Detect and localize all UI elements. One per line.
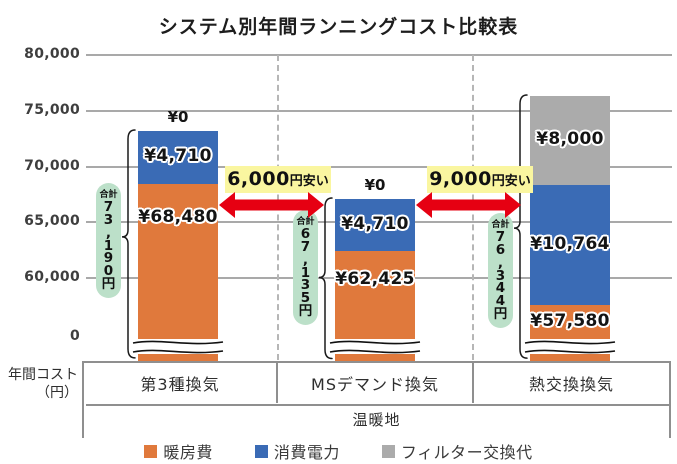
segment-value-label: ¥8,000 — [536, 129, 604, 150]
power-swatch-icon — [254, 444, 268, 458]
total-badge-char: 4 — [495, 280, 506, 297]
segment-value-label: ¥4,710 — [341, 213, 409, 234]
axis-break-icon — [329, 339, 421, 354]
total-badge-char: , — [302, 251, 309, 268]
total-badge-char: 6 — [300, 226, 311, 243]
callout-suffix: 円安い — [491, 174, 531, 189]
bar-segment-power — [335, 198, 415, 251]
y-axis-tick: 80,000 — [24, 46, 80, 62]
bar-stub — [530, 354, 610, 361]
comparison-arrow-icon — [219, 192, 324, 218]
segment-value-label: ¥68,480 — [138, 207, 218, 227]
table-left-border — [82, 361, 84, 438]
region-label: 温暖地 — [352, 411, 401, 429]
total-badge-char: 0 — [103, 263, 114, 280]
legend-label-power: 消費電力 — [273, 443, 340, 462]
bar-segment-filter — [530, 95, 610, 186]
segment-value-label: ¥4,710 — [144, 146, 212, 167]
total-badge-char: 7 — [103, 199, 114, 216]
total-badge-char: 3 — [103, 212, 114, 228]
callout-amount: 9,000 — [429, 168, 492, 190]
category-cell-3: 熱交換換気 — [528, 375, 614, 394]
callout-suffix: 円安い — [289, 174, 329, 189]
total-badge-char: 1 — [300, 264, 311, 281]
bar-segment-heating — [335, 250, 415, 339]
total-badge-prefix: 合計 — [99, 190, 118, 201]
legend-item-heating: 暖房費 — [144, 439, 213, 463]
y-axis-tick-zero: 0 — [69, 328, 80, 344]
total-badge-char: 7 — [495, 229, 506, 246]
grid-line — [86, 166, 672, 168]
comparison-callout: 6,000 円安い — [225, 166, 331, 193]
bar-stub — [138, 354, 218, 361]
filter-swatch-icon — [381, 444, 395, 458]
row-label-line1: 年間コスト — [8, 367, 78, 383]
total-badge-char: 円 — [298, 302, 313, 319]
total-badge: 合計 7 3, 1 9 0 円 — [96, 183, 121, 298]
total-badge-char: 円 — [493, 305, 508, 322]
legend-label-filter: フィルター交換代 — [400, 443, 533, 462]
chart-title: システム別年間ランニングコスト比較表 — [158, 16, 519, 38]
grid-line — [86, 110, 672, 112]
brace-icon — [318, 196, 333, 359]
y-axis-tick: 70,000 — [24, 158, 80, 174]
table-right-border — [669, 361, 671, 438]
segment-value-label: ¥62,425 — [335, 269, 415, 289]
total-badge-char: 3 — [300, 277, 311, 294]
table-divider-2 — [472, 363, 474, 403]
total-badge-char: 9 — [103, 250, 114, 267]
zero-value-label: ¥0 — [167, 108, 189, 127]
total-badge: 合計 7 6, 3 4 4 円 — [488, 213, 513, 328]
category-cell-2: MSデマンド換気 — [311, 375, 439, 394]
brace-icon — [121, 129, 136, 359]
y-axis-tick: 65,000 — [24, 213, 80, 229]
total-badge-char: 6 — [495, 242, 506, 258]
total-badge-char: 4 — [495, 293, 506, 310]
category-cell-1: 第3種換気 — [140, 375, 220, 394]
total-badge-prefix: 合計 — [491, 220, 510, 231]
axis-break-icon — [524, 339, 616, 354]
y-axis-tick: 60,000 — [24, 269, 80, 285]
callout-amount: 6,000 — [227, 168, 290, 190]
table-top-border — [83, 361, 671, 363]
bar-stub — [335, 354, 415, 361]
y-axis-tick: 75,000 — [24, 102, 80, 118]
total-badge-char: 5 — [300, 290, 311, 307]
legend-label-heating: 暖房費 — [163, 443, 213, 462]
bar-segment-power — [138, 131, 218, 184]
grid-line — [86, 54, 672, 56]
total-badge-char: , — [105, 224, 112, 241]
axis-break-icon — [132, 339, 224, 354]
bar-segment-heating — [138, 183, 218, 339]
zero-value-label: ¥0 — [364, 175, 386, 194]
segment-value-label: ¥10,764 — [530, 234, 610, 254]
brace-icon — [513, 94, 528, 359]
total-badge-char: 円 — [101, 275, 116, 292]
heating-swatch-icon — [144, 444, 158, 458]
segment-value-label: ¥57,580 — [530, 311, 610, 331]
total-badge-char: , — [497, 254, 504, 271]
comparison-arrow-icon — [416, 192, 521, 218]
total-badge: 合計 6 7, 1 3 5 円 — [293, 210, 318, 325]
bar-segment-power — [530, 185, 610, 305]
legend-item-filter: フィルター交換代 — [381, 439, 533, 463]
table-mid-border — [86, 404, 670, 406]
chart-legend: 暖房費 消費電力 フィルター交換代 — [0, 439, 677, 463]
total-badge-char: 1 — [103, 237, 114, 254]
total-badge-char: 7 — [300, 239, 311, 255]
total-badge-char: 3 — [495, 267, 506, 284]
total-badge-prefix: 合計 — [296, 217, 315, 228]
table-divider-1 — [276, 363, 278, 403]
comparison-callout: 9,000 円安い — [427, 166, 533, 193]
legend-item-power: 消費電力 — [254, 439, 340, 463]
bar-segment-heating — [530, 304, 610, 339]
y-axis-row-label: 年間コスト （円） — [2, 363, 78, 405]
row-label-line2: （円） — [36, 385, 78, 401]
